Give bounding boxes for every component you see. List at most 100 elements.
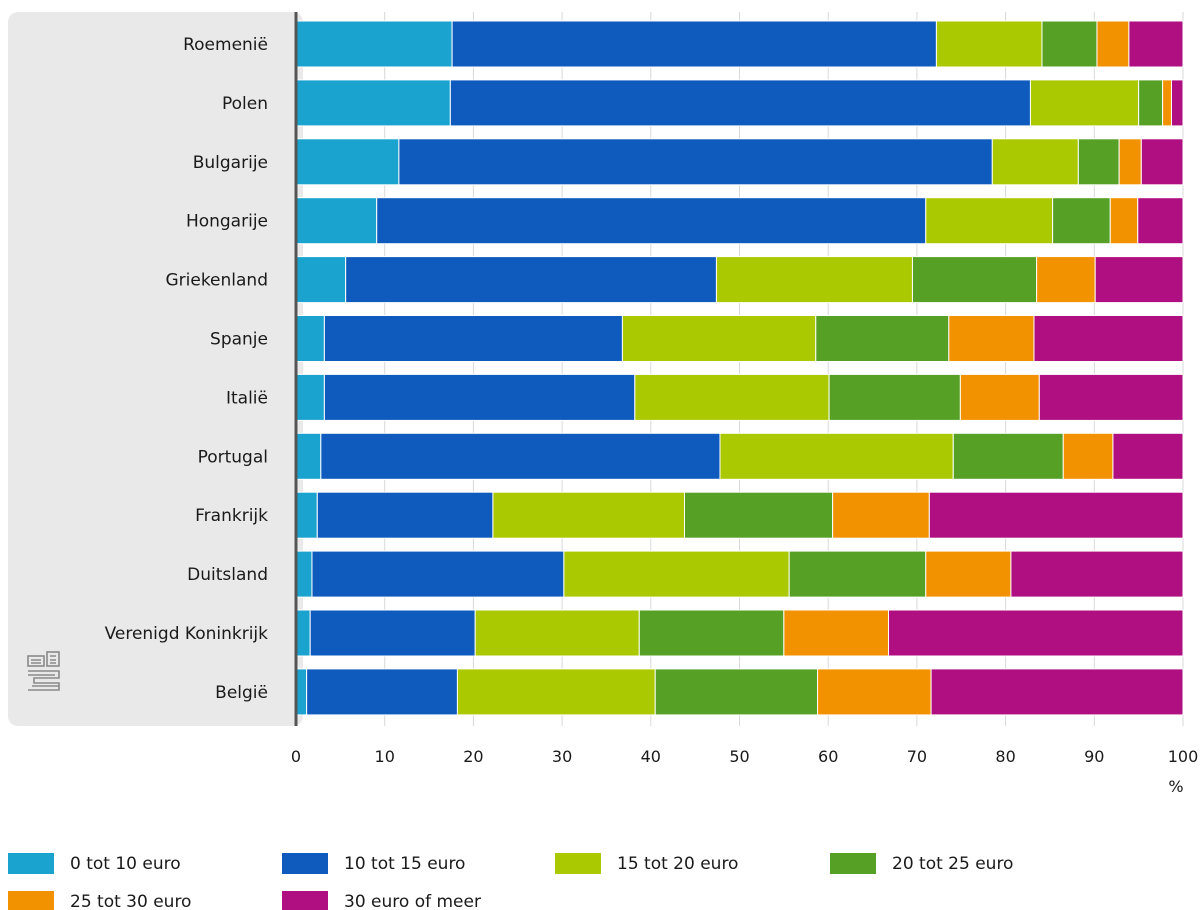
legend-label: 25 tot 30 euro — [70, 892, 191, 910]
category-label: Portugal — [198, 447, 268, 467]
bar-segment — [1036, 256, 1096, 304]
bar-segment — [719, 432, 954, 480]
category-label: Griekenland — [165, 271, 268, 291]
bar-segment — [295, 668, 308, 716]
bar-segment — [1062, 432, 1114, 480]
legend: 0 tot 10 euro 10 tot 15 euro 15 tot 20 eur… — [8, 853, 1013, 910]
bar-segment — [1010, 550, 1184, 598]
x-tick-label: 50 — [729, 747, 749, 766]
legend-label: 30 euro of meer — [344, 892, 481, 910]
legend-label: 15 tot 20 euro — [617, 854, 738, 874]
bar-segment — [948, 315, 1035, 362]
category-label: Polen — [222, 94, 268, 114]
bar-segment — [828, 373, 961, 421]
bar-segment — [1109, 197, 1139, 245]
category-label: Roemenië — [183, 35, 268, 55]
legend-swatch — [282, 891, 328, 910]
bar-segment — [1038, 373, 1184, 421]
x-tick-label: 90 — [1084, 747, 1104, 766]
x-tick-label: 100 — [1168, 747, 1199, 766]
bar-segment — [345, 256, 717, 304]
bar-segment — [1140, 138, 1184, 186]
bar-segment — [456, 668, 656, 716]
bar-segment — [634, 373, 830, 421]
category-label: Frankrijk — [195, 506, 268, 526]
category-panel — [8, 12, 303, 726]
bar-segment — [320, 432, 721, 480]
bar-segment — [295, 79, 451, 127]
bar-segment — [1118, 138, 1142, 186]
legend-item: 0 tot 10 euro — [8, 853, 181, 874]
bar-segment — [295, 138, 400, 186]
bar-segment — [474, 609, 640, 657]
bar-segment — [563, 550, 790, 598]
bar-segment — [1170, 79, 1184, 127]
x-axis-ticks: 0 10 20 30 40 50 60 70 80 90 100 — [291, 747, 1198, 766]
legend-label: 20 tot 25 euro — [892, 854, 1013, 874]
category-labels: Roemenië Polen Bulgarije Hongarije Griekenla… — [105, 35, 269, 703]
bar-segment — [1112, 432, 1184, 480]
bar-segment — [1128, 20, 1184, 68]
bar-segment — [715, 256, 913, 304]
category-label: Bulgarije — [193, 153, 268, 173]
bar-segment — [930, 668, 1184, 716]
bar-segment — [911, 256, 1038, 304]
bar-segment — [311, 550, 565, 598]
bar-segment — [638, 609, 785, 657]
bar-segment — [952, 432, 1064, 480]
bar-segment — [1041, 20, 1098, 68]
legend-item: 20 tot 25 euro — [830, 853, 1013, 874]
legend-item: 15 tot 20 euro — [555, 853, 738, 874]
bar-segment — [888, 609, 1184, 657]
bar-segment — [783, 609, 890, 657]
bar-segment — [788, 550, 927, 598]
bar-segment — [295, 432, 322, 480]
bar-segment — [295, 20, 453, 68]
bar-segment — [1029, 79, 1140, 127]
bar-segment — [295, 315, 325, 362]
x-tick-label: 70 — [907, 747, 927, 766]
bar-segment — [991, 138, 1079, 186]
bar-segment — [295, 373, 325, 421]
x-tick-label: 60 — [818, 747, 838, 766]
x-tick-label: 10 — [375, 747, 395, 766]
bar-segment — [295, 256, 347, 304]
legend-label: 10 tot 15 euro — [344, 854, 465, 874]
bar-segment — [451, 20, 937, 68]
legend-swatch — [282, 853, 328, 874]
legend-item: 25 tot 30 euro — [8, 891, 191, 910]
bar-segment — [295, 491, 318, 539]
bar-segment — [306, 668, 458, 716]
bar-segment — [449, 79, 1031, 127]
bar-segment — [935, 20, 1043, 68]
bar-segment — [1096, 20, 1130, 68]
category-label: Spanje — [210, 330, 268, 350]
cbs-logo — [27, 651, 60, 691]
bar-segment — [832, 491, 930, 539]
bar-segment — [928, 491, 1184, 539]
bar-segment — [309, 609, 476, 657]
legend-swatch — [8, 853, 54, 874]
bar-segment — [925, 550, 1012, 598]
bar-segment — [1052, 197, 1111, 245]
bar-segment — [492, 491, 686, 539]
legend-item: 30 euro of meer — [282, 891, 481, 910]
legend-item: 10 tot 15 euro — [282, 853, 465, 874]
x-axis-unit: % — [1168, 777, 1183, 796]
x-tick-label: 20 — [463, 747, 483, 766]
bar-segment — [925, 197, 1054, 245]
x-tick-label: 80 — [995, 747, 1015, 766]
category-label: Duitsland — [187, 565, 268, 585]
bar-segment — [398, 138, 993, 186]
bar-segment — [1094, 256, 1184, 304]
legend-swatch — [830, 853, 876, 874]
legend-label: 0 tot 10 euro — [70, 854, 181, 874]
category-label: België — [215, 683, 268, 703]
legend-swatch — [8, 891, 54, 910]
bar-segment — [1033, 315, 1184, 362]
x-tick-label: 0 — [291, 747, 301, 766]
legend-swatch — [555, 853, 601, 874]
bar-segment — [295, 197, 378, 245]
x-tick-label: 30 — [552, 747, 572, 766]
